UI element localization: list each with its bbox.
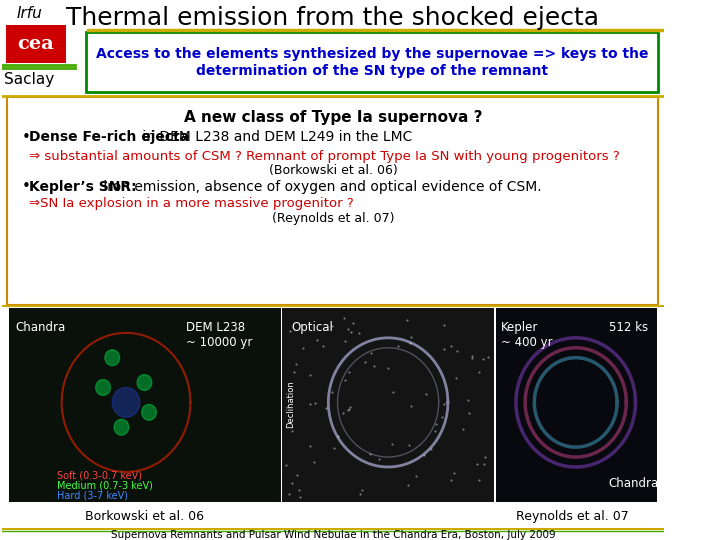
Text: iron emission, absence of oxygen and optical evidence of CSM.: iron emission, absence of oxygen and opt… — [99, 180, 542, 194]
Text: (Borkowski et al. 06): (Borkowski et al. 06) — [269, 164, 397, 178]
Text: Supernova Remnants and Pulsar Wind Nebulae in the Chandra Era, Boston, July 2009: Supernova Remnants and Pulsar Wind Nebul… — [111, 530, 555, 539]
Circle shape — [96, 380, 110, 395]
Circle shape — [112, 388, 140, 417]
Text: •: • — [22, 130, 31, 145]
Circle shape — [114, 419, 129, 435]
Text: ⇒ substantial amounts of CSM ? Remnant of prompt Type Ia SN with young progenito: ⇒ substantial amounts of CSM ? Remnant o… — [30, 151, 620, 164]
Text: Kepler
~ 400 yr: Kepler ~ 400 yr — [501, 321, 553, 349]
Text: Declination: Declination — [286, 381, 295, 428]
Text: cea: cea — [17, 35, 54, 53]
Text: Saclay: Saclay — [4, 72, 55, 87]
FancyBboxPatch shape — [6, 25, 66, 63]
FancyBboxPatch shape — [495, 308, 657, 502]
Text: Borkowski et al. 06: Borkowski et al. 06 — [85, 510, 204, 523]
Text: Access to the elements synthesized by the supernovae => keys to the
determinatio: Access to the elements synthesized by th… — [96, 48, 649, 78]
Text: Chandra: Chandra — [16, 321, 66, 334]
Text: Reynolds et al. 07: Reynolds et al. 07 — [516, 510, 629, 523]
Text: DEM L238
~ 10000 yr: DEM L238 ~ 10000 yr — [186, 321, 252, 349]
Text: ⇒SN Ia explosion in a more massive progenitor ?: ⇒SN Ia explosion in a more massive proge… — [30, 197, 354, 210]
FancyBboxPatch shape — [9, 308, 281, 502]
FancyBboxPatch shape — [86, 32, 657, 92]
Text: (Reynolds et al. 07): (Reynolds et al. 07) — [271, 212, 394, 225]
Text: Medium (0.7-3 keV): Medium (0.7-3 keV) — [57, 481, 153, 491]
Text: Optical: Optical — [292, 321, 333, 334]
FancyBboxPatch shape — [7, 97, 659, 305]
Text: Irfu: Irfu — [17, 6, 42, 22]
Text: •: • — [22, 179, 31, 194]
Text: Thermal emission from the shocked ejecta: Thermal emission from the shocked ejecta — [66, 6, 600, 30]
Text: A new class of Type Ia supernova ?: A new class of Type Ia supernova ? — [184, 110, 482, 125]
Text: Chandra: Chandra — [609, 477, 659, 490]
Circle shape — [142, 404, 156, 420]
Circle shape — [137, 375, 152, 390]
Text: in DEM L238 and DEM L249 in the LMC: in DEM L238 and DEM L249 in the LMC — [138, 130, 413, 144]
Text: Dense Fe-rich ejecta: Dense Fe-rich ejecta — [30, 130, 189, 144]
Circle shape — [105, 350, 120, 366]
Text: 512 ks: 512 ks — [609, 321, 648, 334]
Text: Hard (3-7 keV): Hard (3-7 keV) — [57, 491, 128, 501]
FancyBboxPatch shape — [282, 308, 494, 502]
Text: Kepler’s SNR:: Kepler’s SNR: — [30, 180, 137, 194]
Text: Soft (0.3-0.7 keV): Soft (0.3-0.7 keV) — [57, 471, 142, 481]
